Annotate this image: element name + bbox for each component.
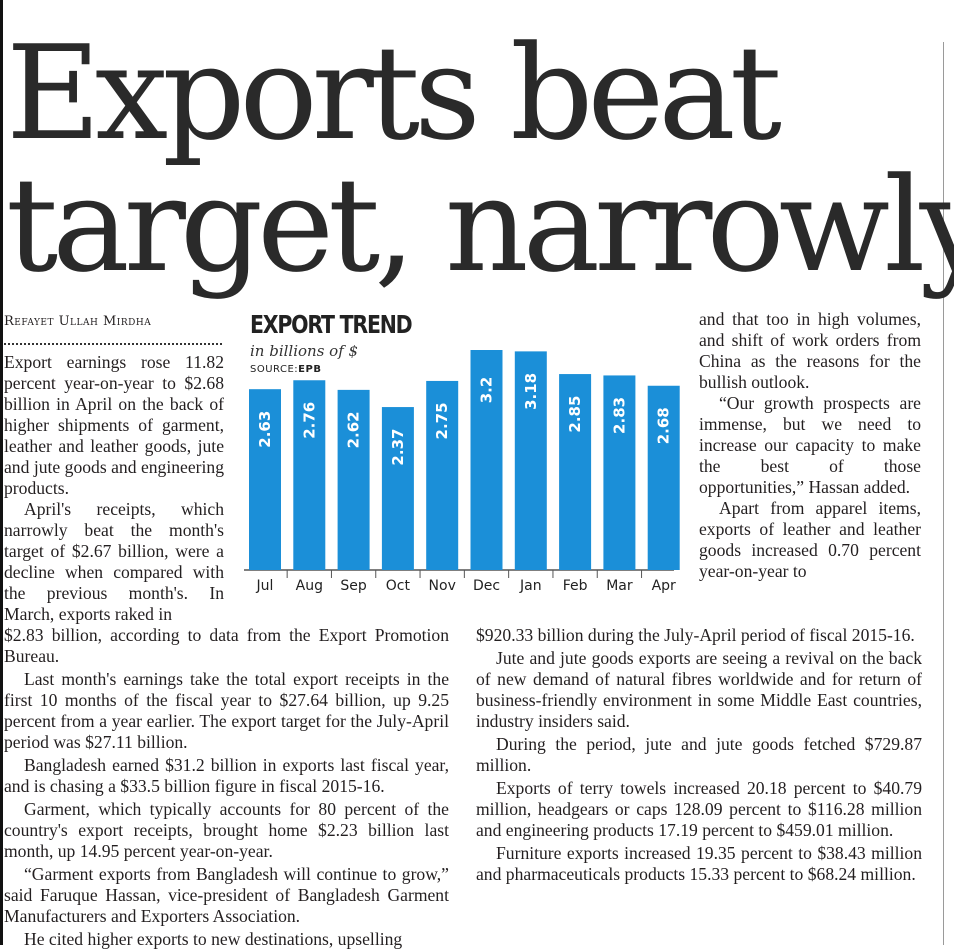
- headline-line-1: Exports beat: [6, 17, 782, 169]
- bar-value-label: 2.63: [256, 411, 274, 448]
- x-tick-label: Jul: [256, 578, 274, 594]
- bar-sep: [337, 389, 370, 570]
- x-tick-label: Dec: [473, 578, 500, 594]
- bar-jul: [249, 389, 281, 570]
- bar-value-label: 2.68: [655, 407, 673, 444]
- chart-subtitle: in billions of $: [250, 342, 359, 360]
- paragraph: Apart from apparel items, exports of lea…: [699, 498, 921, 581]
- x-tick-label: Feb: [563, 578, 588, 594]
- paragraph: He cited higher exports to new destinati…: [24, 929, 403, 949]
- paragraph: Bangladesh earned $31.2 billion in expor…: [4, 755, 449, 796]
- article-column-a: Export earnings rose 11.82 percent year-…: [4, 352, 224, 625]
- byline-divider: [4, 343, 222, 345]
- article-column-d: $920.33 billion during the July-April pe…: [476, 625, 922, 887]
- bar-value-label: 2.37: [389, 429, 407, 466]
- paragraph: and that too in high volumes, and shift …: [699, 309, 921, 392]
- paragraph: Export earnings rose 11.82 percent year-…: [4, 352, 224, 498]
- byline: Refayet Ullah Mirdha: [4, 314, 152, 329]
- bar-value-label: 3.18: [522, 373, 540, 410]
- x-tick-label: Apr: [652, 578, 676, 594]
- x-tick-label: Jan: [519, 578, 542, 594]
- column-rule: [943, 42, 944, 945]
- bar-mar: [603, 375, 636, 570]
- paragraph: April's receipts, which narrowly beat th…: [4, 499, 224, 624]
- x-tick-label: Mar: [606, 578, 633, 594]
- chart-source-label: SOURCE:: [250, 364, 299, 375]
- paragraph: $2.83 billion, according to data from th…: [4, 625, 449, 666]
- bar-value-label: 3.2: [478, 377, 496, 404]
- bar-aug: [293, 380, 326, 570]
- article-column-b: $2.83 billion, according to data from th…: [4, 625, 449, 952]
- paragraph: Exports of terry towels increased 20.18 …: [476, 778, 922, 840]
- paragraph: Last month's earnings take the total exp…: [4, 669, 449, 752]
- bar-nov: [426, 380, 459, 570]
- paragraph: “Garment exports from Bangladesh will co…: [4, 864, 449, 926]
- paragraph: “Our growth prospects are immense, but w…: [699, 393, 921, 497]
- bar-value-label: 2.83: [610, 397, 628, 434]
- bar-oct: [381, 407, 414, 570]
- paragraph: Jute and jute goods exports are seeing a…: [476, 648, 922, 731]
- export-trend-chart: 2.63 Jul 2.76 Aug 2.62 Sep 2.37 Oct 2.75 Nov 3.2 De…: [244, 350, 680, 594]
- paragraph: Furniture exports increased 19.35 percen…: [476, 843, 922, 884]
- paragraph: Garment, which typically accounts for 80…: [4, 799, 449, 861]
- x-tick-label: Aug: [296, 578, 323, 594]
- chart-source-name: EPB: [298, 364, 322, 375]
- x-tick-label: Nov: [429, 578, 456, 594]
- x-tick-label: Oct: [386, 578, 411, 594]
- headline-line-2: target, narrowly: [6, 149, 954, 301]
- chart-title: EXPORT TREND: [250, 310, 413, 339]
- bar-dec: [470, 350, 503, 570]
- article-column-c: and that too in high volumes, and shift …: [699, 309, 921, 582]
- chart-source: SOURCE:EPB: [250, 364, 321, 375]
- paragraph: $920.33 billion during the July-April pe…: [476, 625, 915, 645]
- paragraph: During the period, jute and jute goods f…: [476, 734, 922, 775]
- x-tick-label: Sep: [340, 578, 367, 594]
- bar-feb: [559, 374, 592, 570]
- bar-value-label: 2.62: [345, 411, 363, 448]
- bar-jan: [514, 351, 547, 570]
- bar-value-label: 2.75: [433, 402, 451, 439]
- bar-apr: [647, 385, 680, 570]
- bar-value-label: 2.85: [566, 396, 584, 433]
- page-edge: [0, 0, 3, 945]
- bar-value-label: 2.76: [300, 402, 318, 439]
